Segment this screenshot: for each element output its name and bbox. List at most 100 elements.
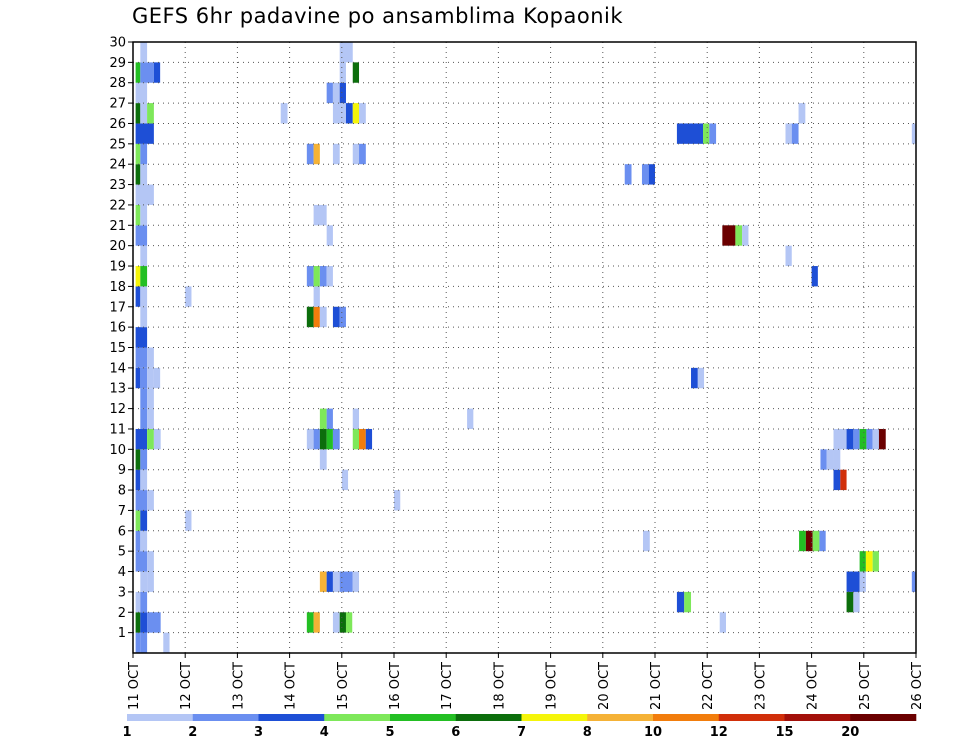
heatmap-cell — [147, 490, 154, 511]
heatmap-cell — [345, 612, 353, 633]
x-tick-label: 11 OCT — [127, 662, 142, 710]
heatmap-cell — [846, 571, 860, 592]
heatmap-cell — [872, 551, 879, 572]
heatmap-cell — [135, 184, 154, 205]
heatmap-cell — [319, 266, 327, 287]
x-tick-label: 16 OCT — [388, 662, 403, 710]
heatmap-cell — [791, 123, 799, 144]
legend-label: 6 — [451, 725, 460, 740]
heatmap-cell — [147, 571, 154, 592]
heatmap-cell — [352, 571, 360, 592]
heatmap-cell — [135, 551, 148, 572]
heatmap-cell — [140, 632, 148, 653]
chart-title: GEFS 6hr padavine po ansamblima Kopaonik — [132, 4, 624, 28]
heatmap-cell — [313, 428, 320, 450]
heatmap-cell — [306, 612, 314, 633]
legend-swatch — [455, 714, 522, 721]
y-tick-label: 15 — [109, 341, 126, 356]
heatmap-cell — [684, 591, 692, 613]
heatmap-cell — [467, 408, 474, 429]
heatmap-cell — [135, 469, 141, 491]
y-tick-label: 17 — [109, 300, 126, 315]
legend-swatch — [521, 714, 588, 721]
y-tick-label: 30 — [109, 36, 126, 51]
heatmap-cell — [742, 225, 749, 246]
heatmap-cell — [722, 225, 736, 246]
y-tick-label: 7 — [118, 504, 126, 519]
heatmap-cell — [306, 266, 314, 287]
heatmap-cell — [352, 408, 360, 429]
heatmap-cell — [805, 530, 813, 552]
y-tick-label: 24 — [109, 158, 126, 173]
heatmap-cell — [853, 428, 860, 450]
heatmap-cell — [676, 123, 704, 144]
heatmap-cell — [147, 551, 154, 572]
heatmap-cell — [147, 347, 154, 368]
heatmap-cell — [911, 123, 916, 144]
heatmap-cell — [280, 103, 288, 124]
x-tick-label: 22 OCT — [701, 662, 716, 710]
heatmap-cell — [140, 306, 148, 328]
y-tick-label: 5 — [118, 545, 126, 560]
heatmap-cell — [641, 164, 649, 185]
heatmap-cell — [798, 103, 806, 124]
heatmap-cell — [185, 510, 192, 531]
heatmap-cell — [859, 571, 866, 592]
heatmap-cell — [352, 103, 360, 124]
heatmap-cell — [306, 143, 314, 165]
heatmap-cell — [140, 143, 148, 165]
legend-swatch — [258, 714, 325, 721]
heatmap-cell — [359, 428, 366, 450]
heatmap-cell — [140, 103, 148, 124]
heatmap-cell — [846, 428, 854, 450]
y-tick-label: 25 — [109, 137, 126, 152]
heatmap-cell — [865, 551, 873, 572]
x-tick-label: 21 OCT — [649, 662, 664, 710]
legend-label: 12 — [710, 725, 728, 740]
heatmap-cell — [878, 428, 886, 450]
heatmap-cell — [676, 591, 685, 613]
heatmap-cell — [872, 428, 879, 450]
heatmap-cell — [140, 245, 148, 267]
legend-swatch — [324, 714, 391, 721]
x-tick-label: 19 OCT — [545, 662, 560, 710]
heatmap-cell — [135, 225, 148, 246]
heatmap-cell — [135, 591, 141, 613]
heatmap-cell — [140, 266, 148, 287]
heatmap-cell — [135, 327, 148, 348]
y-tick-label: 8 — [118, 484, 126, 499]
heatmap-cell — [135, 632, 141, 653]
heatmap-cell — [812, 530, 820, 552]
x-tick-label: 15 OCT — [336, 662, 351, 710]
heatmap-cell — [359, 143, 366, 165]
y-tick-label: 27 — [109, 97, 126, 112]
heatmap-cell — [785, 123, 792, 144]
heatmap-cell — [319, 408, 327, 429]
heatmap-cell — [135, 82, 148, 104]
heatmap-cell — [140, 286, 148, 307]
y-tick-label: 29 — [109, 56, 126, 71]
heatmap-cell — [135, 347, 148, 368]
heatmap-cell — [147, 367, 154, 389]
legend-swatch — [127, 714, 194, 721]
heatmap-cell — [819, 530, 826, 552]
heatmap-cell — [326, 428, 333, 450]
y-tick-label: 16 — [109, 321, 126, 336]
y-tick-label: 18 — [109, 280, 126, 295]
heatmap-cell — [313, 266, 320, 287]
legend-label: 5 — [385, 725, 394, 740]
heatmap-cell — [147, 408, 154, 429]
heatmap-cell — [339, 62, 346, 83]
heatmap-cell — [853, 591, 860, 613]
heatmap-cell — [140, 612, 148, 633]
y-tick-label: 11 — [109, 422, 126, 437]
heatmap-cell — [135, 62, 141, 83]
heatmap-cell — [135, 286, 141, 307]
heatmap-cell — [319, 571, 327, 592]
heatmap-cell — [624, 164, 632, 185]
heatmap-cell — [709, 123, 717, 144]
legend-label: 4 — [320, 725, 329, 740]
heatmap-cell — [332, 571, 340, 592]
heatmap-cell — [135, 612, 141, 633]
heatmap-cell — [319, 449, 327, 470]
